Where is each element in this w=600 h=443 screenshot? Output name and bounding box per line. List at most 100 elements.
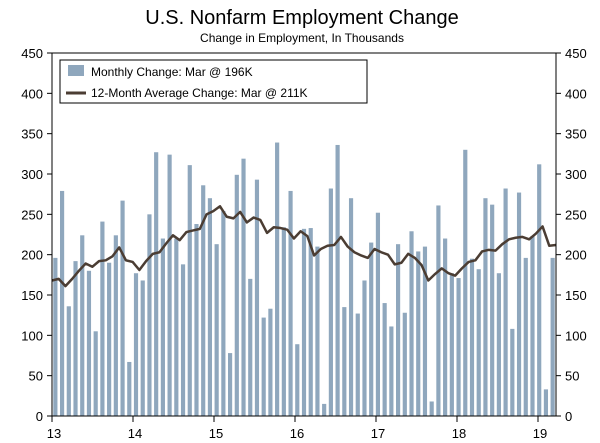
y-tick-label-left: 0 bbox=[36, 409, 43, 424]
chart-title: U.S. Nonfarm Employment Change bbox=[145, 7, 458, 29]
x-tick-label: 15 bbox=[209, 426, 223, 441]
bar bbox=[456, 278, 461, 416]
bar bbox=[328, 188, 333, 416]
line-layer bbox=[51, 205, 557, 288]
bar bbox=[362, 280, 367, 416]
bar bbox=[530, 236, 535, 416]
y-tick-label-left: 100 bbox=[21, 328, 43, 343]
bar bbox=[476, 269, 481, 416]
bar bbox=[221, 211, 226, 416]
y-tick-label-right: 450 bbox=[565, 46, 587, 61]
bar bbox=[180, 264, 186, 416]
bar bbox=[315, 246, 320, 416]
bar bbox=[469, 258, 475, 416]
bar bbox=[322, 403, 327, 416]
bar bbox=[167, 154, 172, 416]
x-tick-label: 18 bbox=[452, 426, 466, 441]
bar bbox=[80, 235, 85, 416]
bar bbox=[281, 227, 286, 416]
bar bbox=[133, 273, 139, 416]
bar bbox=[483, 198, 488, 416]
bar bbox=[342, 307, 347, 416]
bar bbox=[443, 238, 448, 416]
bar bbox=[53, 257, 58, 416]
bar bbox=[174, 238, 179, 416]
bar bbox=[396, 244, 401, 416]
bar bbox=[516, 192, 522, 416]
y-tick-label-right: 0 bbox=[565, 409, 572, 424]
bar bbox=[416, 251, 421, 416]
y-axis-left: 0 50 100 150 200 250 300 350 400 450 bbox=[21, 46, 52, 424]
bar bbox=[86, 270, 92, 416]
bar bbox=[348, 198, 354, 416]
bar bbox=[463, 149, 468, 417]
bar bbox=[66, 306, 71, 416]
bar bbox=[496, 273, 501, 416]
bar bbox=[248, 278, 253, 416]
y-tick-label-right: 400 bbox=[565, 86, 587, 101]
bar bbox=[234, 174, 239, 416]
y-tick-label-right: 50 bbox=[565, 369, 579, 384]
bar bbox=[120, 200, 125, 416]
y-tick-label-left: 350 bbox=[21, 127, 43, 142]
bar bbox=[295, 344, 300, 416]
bar bbox=[154, 152, 159, 416]
x-tick-label: 19 bbox=[533, 426, 547, 441]
x-tick-label: 16 bbox=[290, 426, 304, 441]
bar bbox=[100, 221, 105, 416]
bars-layer bbox=[53, 142, 555, 417]
y-tick-label-left: 50 bbox=[29, 369, 43, 384]
y-tick-label-left: 200 bbox=[21, 248, 43, 263]
x-tick-label: 13 bbox=[47, 426, 61, 441]
bar bbox=[402, 312, 407, 416]
bar bbox=[201, 185, 206, 416]
y-tick-label-right: 150 bbox=[565, 288, 587, 303]
y-tick-label-right: 300 bbox=[565, 167, 587, 182]
bar bbox=[127, 361, 132, 416]
x-axis: 13 14 15 16 17 18 19 bbox=[47, 416, 547, 441]
bar bbox=[543, 389, 549, 416]
y-tick-label-right: 100 bbox=[565, 328, 587, 343]
y-tick-label-left: 400 bbox=[21, 86, 43, 101]
bar bbox=[389, 326, 394, 416]
bar bbox=[550, 257, 555, 416]
bar bbox=[523, 257, 528, 416]
legend-bar-label: Monthly Change: Mar @ 196K bbox=[91, 65, 253, 79]
bar bbox=[207, 198, 213, 416]
y-axis-right: 0 50 100 150 200 250 300 350 400 450 bbox=[556, 46, 587, 424]
bar bbox=[537, 164, 542, 416]
y-tick-label-left: 450 bbox=[21, 46, 43, 61]
bar bbox=[254, 179, 260, 416]
bar bbox=[449, 273, 454, 416]
bar bbox=[288, 190, 293, 416]
bar bbox=[194, 224, 199, 416]
bar bbox=[147, 214, 152, 416]
y-tick-label-right: 250 bbox=[565, 207, 587, 222]
bar bbox=[369, 242, 374, 416]
bar bbox=[228, 353, 233, 416]
bar bbox=[73, 261, 78, 416]
bar bbox=[140, 280, 145, 416]
bar bbox=[301, 228, 307, 416]
bar bbox=[335, 144, 340, 416]
bar bbox=[436, 205, 441, 416]
bar bbox=[187, 165, 192, 416]
y-tick-label-left: 250 bbox=[21, 207, 43, 222]
bar bbox=[113, 235, 118, 416]
legend-bar-swatch bbox=[68, 65, 84, 76]
legend-line-label: 12-Month Average Change: Mar @ 211K bbox=[91, 86, 308, 100]
y-tick-label-left: 300 bbox=[21, 167, 43, 182]
bar bbox=[429, 401, 434, 416]
average-line bbox=[51, 205, 557, 288]
bar bbox=[503, 188, 508, 416]
chart-subtitle: Change in Employment, In Thousands bbox=[200, 31, 404, 45]
y-tick-label-left: 150 bbox=[21, 288, 43, 303]
bar bbox=[409, 231, 414, 416]
bar bbox=[308, 228, 313, 416]
bar bbox=[241, 158, 246, 417]
y-tick-label-right: 200 bbox=[565, 248, 587, 263]
y-tick-label-right: 350 bbox=[565, 127, 587, 142]
bar bbox=[93, 331, 98, 416]
bar bbox=[382, 303, 387, 416]
